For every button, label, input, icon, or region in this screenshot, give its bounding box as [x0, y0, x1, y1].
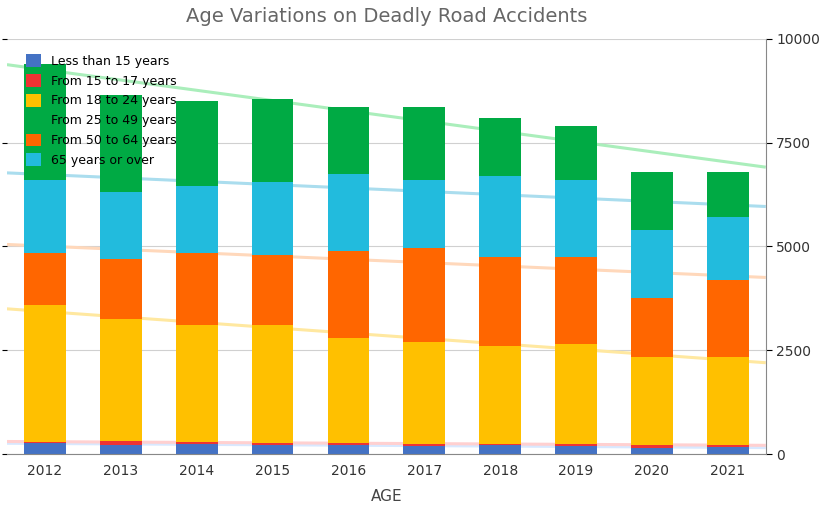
Bar: [251, 445, 294, 454]
Bar: [251, 326, 294, 454]
Bar: [555, 344, 597, 454]
Bar: [631, 298, 673, 454]
Bar: [404, 248, 445, 454]
Bar: [24, 180, 66, 454]
Bar: [327, 338, 370, 454]
Bar: [404, 342, 445, 454]
Bar: [24, 252, 66, 454]
Bar: [480, 346, 521, 454]
Bar: [707, 445, 748, 454]
Title: Age Variations on Deadly Road Accidents: Age Variations on Deadly Road Accidents: [186, 7, 587, 26]
Bar: [327, 446, 370, 454]
Bar: [707, 217, 748, 454]
Bar: [24, 63, 66, 454]
Bar: [176, 326, 218, 454]
Bar: [631, 172, 673, 454]
Bar: [707, 357, 748, 454]
Bar: [707, 172, 748, 454]
Bar: [404, 444, 445, 454]
Bar: [251, 182, 294, 454]
Bar: [404, 107, 445, 454]
Bar: [631, 357, 673, 454]
Bar: [631, 448, 673, 454]
Bar: [555, 180, 597, 454]
Bar: [480, 444, 521, 454]
Bar: [100, 95, 141, 454]
Bar: [327, 174, 370, 454]
Bar: [251, 254, 294, 454]
Bar: [555, 257, 597, 454]
Bar: [176, 252, 218, 454]
Bar: [707, 447, 748, 454]
Bar: [176, 442, 218, 454]
Bar: [24, 442, 66, 454]
Bar: [555, 126, 597, 454]
Bar: [176, 444, 218, 454]
Bar: [100, 442, 141, 454]
Bar: [100, 192, 141, 454]
Bar: [24, 305, 66, 454]
Bar: [555, 446, 597, 454]
Bar: [480, 118, 521, 454]
Bar: [480, 446, 521, 454]
Bar: [707, 280, 748, 454]
Bar: [404, 180, 445, 454]
Bar: [100, 319, 141, 454]
Legend: Less than 15 years, From 15 to 17 years, From 18 to 24 years, From 25 to 49 year: Less than 15 years, From 15 to 17 years,…: [21, 49, 181, 172]
Bar: [100, 445, 141, 454]
Bar: [480, 257, 521, 454]
Bar: [404, 446, 445, 454]
X-axis label: AGE: AGE: [370, 489, 402, 504]
Bar: [327, 250, 370, 454]
Bar: [480, 176, 521, 454]
Bar: [327, 444, 370, 454]
Bar: [24, 443, 66, 454]
Bar: [555, 444, 597, 454]
Bar: [176, 186, 218, 454]
Bar: [631, 445, 673, 454]
Bar: [327, 107, 370, 454]
Bar: [100, 259, 141, 454]
Bar: [251, 99, 294, 454]
Bar: [251, 443, 294, 454]
Bar: [631, 230, 673, 454]
Bar: [176, 101, 218, 454]
